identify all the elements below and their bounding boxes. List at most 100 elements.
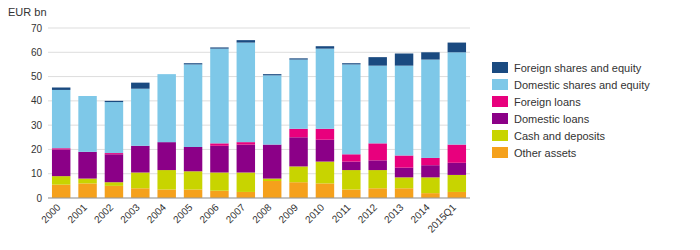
bar-segment xyxy=(157,74,175,142)
bar-segment xyxy=(448,192,466,198)
bars xyxy=(52,40,466,198)
y-axis-label: EUR bn xyxy=(8,6,47,18)
bar-segment xyxy=(289,182,307,198)
bar-segment xyxy=(368,66,386,144)
bar-segment xyxy=(316,183,334,198)
bar-segment xyxy=(289,137,307,166)
bar-segment xyxy=(448,163,466,175)
bar-segment xyxy=(421,165,439,177)
bar-segment xyxy=(157,190,175,199)
bar-segment xyxy=(184,171,202,189)
bar-segment xyxy=(237,145,255,173)
legend-label: Cash and deposits xyxy=(514,130,606,142)
x-tick-label: 2002 xyxy=(92,201,116,225)
x-tick-label: 2009 xyxy=(276,201,300,225)
bar-segment xyxy=(52,185,70,198)
bar-segment xyxy=(131,89,149,146)
bar-segment xyxy=(78,179,96,184)
bar-segment xyxy=(342,170,360,189)
x-tick-label: 2008 xyxy=(250,201,274,225)
bar-segment xyxy=(78,96,96,152)
bar-segment xyxy=(52,90,70,148)
series xyxy=(52,40,466,102)
bar-segment xyxy=(316,129,334,140)
legend-label: Other assets xyxy=(514,147,577,159)
x-tick-label: 2014 xyxy=(408,201,432,225)
x-tick-label: 2012 xyxy=(356,201,380,225)
x-tick-label: 2015Q1 xyxy=(425,201,458,234)
y-tick-label: 10 xyxy=(31,168,43,179)
bar-segment xyxy=(421,60,439,158)
y-tick-label: 30 xyxy=(31,120,43,131)
bar-segment xyxy=(105,186,123,198)
bar-segment xyxy=(237,40,255,42)
bar-segment xyxy=(105,101,123,102)
x-axis-line xyxy=(48,198,470,199)
bar-segment xyxy=(342,190,360,199)
bar-segment xyxy=(263,75,281,144)
legend-swatch xyxy=(492,130,508,141)
x-tick-label: 2000 xyxy=(39,201,63,225)
bar-segment xyxy=(448,43,466,53)
bar-segment xyxy=(342,63,360,64)
legend-swatch xyxy=(492,62,508,73)
bar-segment xyxy=(289,58,307,59)
bar-segment xyxy=(263,74,281,75)
bar-segment xyxy=(421,193,439,198)
bar-segment xyxy=(289,166,307,182)
bar-segment xyxy=(131,146,149,173)
legend-swatch xyxy=(492,147,508,158)
legend-label: Foreign shares and equity xyxy=(514,62,642,74)
x-tick-label: 2010 xyxy=(303,201,327,225)
y-tick-label: 0 xyxy=(36,193,42,204)
bar-segment xyxy=(131,173,149,189)
bar-segment xyxy=(157,142,175,170)
bar-segment xyxy=(184,147,202,171)
bar-segment xyxy=(157,74,175,75)
x-axis: 2000200120022003200420052006200720082009… xyxy=(39,201,458,234)
bar-segment xyxy=(184,190,202,199)
bar-segment xyxy=(78,183,96,198)
bar-segment xyxy=(395,188,413,198)
bar-segment xyxy=(237,192,255,198)
grid xyxy=(48,28,470,198)
grid-line xyxy=(48,52,470,53)
bar-segment xyxy=(52,88,70,90)
bar-segment xyxy=(210,173,228,191)
bar-segment xyxy=(237,142,255,144)
bar-segment xyxy=(184,64,202,147)
x-tick-label: 2004 xyxy=(145,201,169,225)
bar-segment xyxy=(289,129,307,138)
x-tick-label: 2003 xyxy=(118,201,142,225)
x-tick-label: 2013 xyxy=(382,201,406,225)
legend-label: Domestic loans xyxy=(514,113,590,125)
bar-segment xyxy=(448,52,466,144)
bar-segment xyxy=(342,162,360,171)
bar-segment xyxy=(289,60,307,129)
x-tick-label: 2006 xyxy=(197,201,221,225)
bar-segment xyxy=(78,152,96,179)
bar-segment xyxy=(448,145,466,163)
grid-line xyxy=(48,198,470,199)
bar-segment xyxy=(210,143,228,145)
bar-segment xyxy=(210,47,228,48)
bar-segment xyxy=(131,188,149,198)
bar-segment xyxy=(105,102,123,153)
x-tick-label: 2005 xyxy=(171,201,195,225)
y-axis: 010203040506070 xyxy=(31,23,43,204)
bar-segment xyxy=(237,43,255,143)
legend-label: Foreign loans xyxy=(514,96,581,108)
bar-segment xyxy=(105,182,123,186)
bar-segment xyxy=(368,188,386,198)
bar-segment xyxy=(316,46,334,48)
bar-segment xyxy=(421,177,439,193)
bar-segment xyxy=(395,177,413,188)
bar-segment xyxy=(210,191,228,198)
bar-segment xyxy=(316,49,334,129)
y-tick-label: 50 xyxy=(31,71,43,82)
bar-segment xyxy=(316,162,334,184)
bar-segment xyxy=(368,57,386,65)
legend-label: Domestic shares and equity xyxy=(514,79,650,91)
grid-line xyxy=(48,28,470,29)
legend-swatch xyxy=(492,113,508,124)
